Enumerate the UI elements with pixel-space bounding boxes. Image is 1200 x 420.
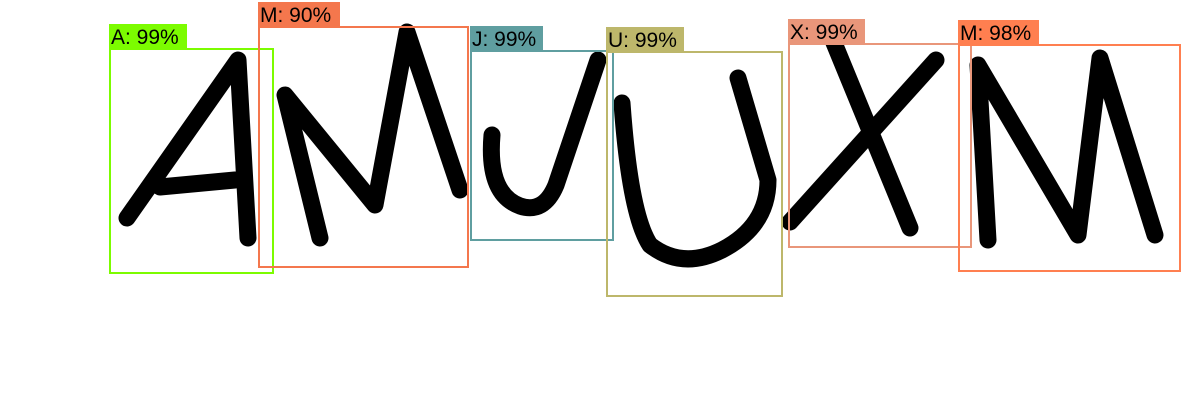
bounding-box xyxy=(109,48,274,274)
glyph-m2-strokes xyxy=(969,49,1164,249)
detection-label: X: 99% xyxy=(790,21,858,44)
detection-label: M: 98% xyxy=(960,22,1031,45)
detection-label: U: 99% xyxy=(608,29,677,52)
glyph-m1-strokes xyxy=(276,23,469,247)
label-background xyxy=(258,2,340,27)
bounding-box xyxy=(606,51,783,297)
glyph-a-strokes xyxy=(118,51,257,247)
detection-x-5: X: 99% xyxy=(788,19,972,248)
detection-m-6: M: 98% xyxy=(958,20,1181,272)
bounding-box xyxy=(788,43,972,248)
detection-label: M: 90% xyxy=(260,4,331,27)
detection-m-2: M: 90% xyxy=(258,2,469,268)
glyph-j-strokes xyxy=(482,51,607,217)
detection-j-3: J: 99% xyxy=(470,26,614,241)
detection-label: J: 99% xyxy=(472,28,536,51)
glyph-u-strokes xyxy=(613,69,777,268)
detection-label: A: 99% xyxy=(111,26,179,49)
label-background xyxy=(788,19,865,44)
handwritten-strokes xyxy=(118,23,1164,268)
bounding-box xyxy=(258,26,469,268)
label-background xyxy=(958,20,1039,45)
label-background xyxy=(606,27,684,52)
label-background xyxy=(109,24,187,49)
bounding-box xyxy=(958,44,1181,272)
detection-boxes: A: 99% M: 90% J: 99% U: 99% X: 99% M: 98% xyxy=(109,2,1181,297)
glyph-x-strokes xyxy=(781,29,945,237)
detection-a-1: A: 99% xyxy=(109,24,274,274)
detection-u-4: U: 99% xyxy=(606,27,783,297)
label-background xyxy=(470,26,543,51)
